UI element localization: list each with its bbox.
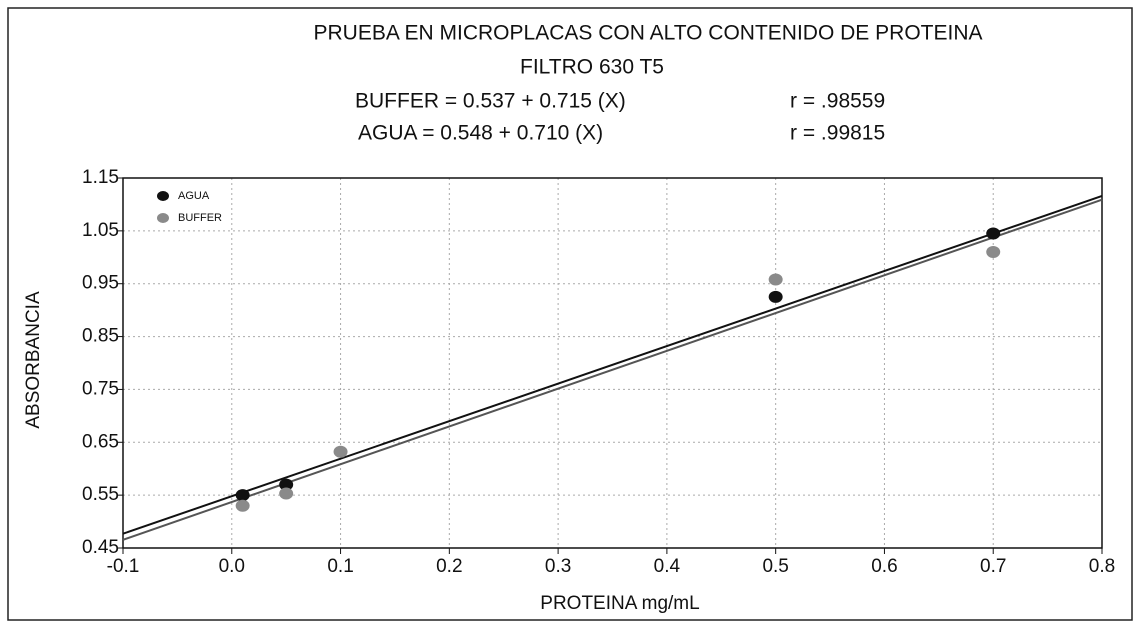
legend-label: AGUA xyxy=(178,190,210,202)
fit-line xyxy=(122,195,1103,535)
x-tick-label: 0.8 xyxy=(1089,556,1115,577)
x-tick-label: 0.6 xyxy=(871,556,897,577)
equation: BUFFER = 0.537 + 0.715 (X) xyxy=(355,90,626,113)
legend-marker xyxy=(157,213,169,223)
y-tick-label: 1.05 xyxy=(82,220,119,241)
marker xyxy=(768,273,783,286)
marker xyxy=(986,246,1001,258)
y-axis-label: ABSORBANCIA xyxy=(23,291,44,429)
chart-title: PRUEBA EN MICROPLACAS CON ALTO CONTENIDO… xyxy=(313,22,982,45)
plot-area xyxy=(122,177,1103,549)
frame xyxy=(7,7,1133,621)
marker xyxy=(986,227,1001,240)
x-tick-label: 0.5 xyxy=(762,556,788,577)
marker xyxy=(768,290,783,303)
marker xyxy=(279,478,294,491)
y-tick-label: 0.85 xyxy=(82,326,119,347)
y-tick-label: 1.15 xyxy=(82,167,119,188)
correlation: r = .99815 xyxy=(790,122,885,145)
marker xyxy=(235,489,250,502)
x-tick-label: 0.2 xyxy=(436,556,462,577)
x-tick-label: 0.3 xyxy=(545,556,571,577)
legend-marker xyxy=(157,191,169,201)
equation: AGUA = 0.548 + 0.710 (X) xyxy=(358,122,603,145)
y-tick-label: 0.45 xyxy=(82,537,119,558)
y-tick-label: 0.95 xyxy=(82,273,119,294)
y-tick-label: 0.55 xyxy=(82,484,119,505)
correlation: r = .98559 xyxy=(790,90,885,113)
x-tick-label: 0.4 xyxy=(654,556,681,577)
marker xyxy=(333,445,348,458)
marker xyxy=(235,499,250,512)
y-tick-label: 0.65 xyxy=(82,431,119,452)
x-tick-label: 0.1 xyxy=(327,556,353,577)
legend-label: BUFFER xyxy=(178,212,222,224)
y-tick-label: 0.75 xyxy=(82,378,119,399)
x-tick-label: 0.0 xyxy=(219,556,245,577)
x-tick-label: -0.1 xyxy=(107,556,140,577)
x-axis-label: PROTEINA mg/mL xyxy=(540,593,699,614)
fit-line xyxy=(122,198,1103,541)
marker xyxy=(279,487,294,500)
chart-subtitle: FILTRO 630 T5 xyxy=(520,56,664,79)
x-tick-label: 0.7 xyxy=(980,556,1006,577)
